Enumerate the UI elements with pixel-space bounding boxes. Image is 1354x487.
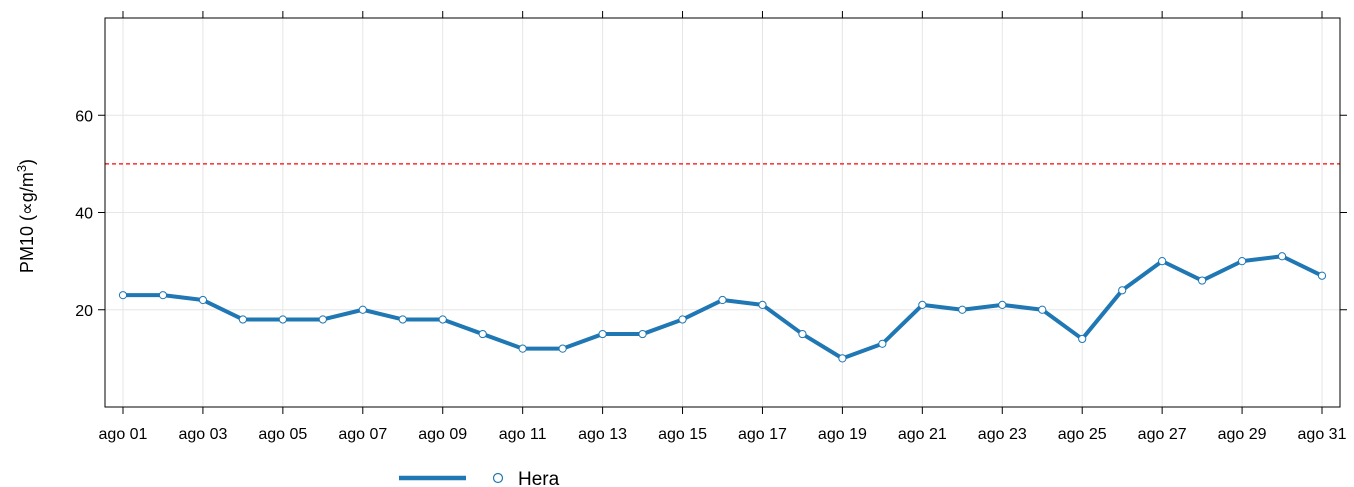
data-point (118, 291, 128, 300)
data-point (798, 329, 807, 339)
data-point (678, 315, 687, 324)
data-point (1118, 286, 1127, 295)
x-tick-label: ago 07 (338, 426, 387, 443)
data-point (878, 339, 887, 348)
axis-ticks (98, 11, 1347, 414)
series-layer (118, 252, 1327, 363)
data-point (638, 329, 647, 339)
grid-layer (105, 18, 1340, 407)
legend: Hera (399, 469, 560, 487)
data-point (278, 315, 287, 324)
x-tick-label: ago 21 (898, 426, 947, 443)
x-tick-label: ago 01 (99, 426, 148, 443)
x-tick-label: ago 19 (818, 426, 867, 443)
data-point (1277, 252, 1287, 261)
y-tick-label: 60 (75, 108, 93, 125)
data-point (958, 305, 967, 314)
x-tick-label: ago 03 (178, 426, 227, 443)
data-point (558, 344, 567, 353)
data-point (398, 315, 407, 324)
data-point (758, 300, 767, 309)
x-tick-label: ago 31 (1298, 426, 1347, 443)
data-point (1237, 257, 1247, 266)
series-line-hera (122, 254, 1323, 361)
data-point (718, 295, 727, 305)
data-point (918, 300, 927, 309)
data-point (518, 344, 527, 353)
data-point (1198, 276, 1207, 285)
legend-point-swatch (492, 472, 504, 484)
data-point (1078, 334, 1087, 344)
x-tick-label: ago 29 (1218, 426, 1267, 443)
x-tick-label: ago 05 (258, 426, 307, 443)
x-tick-label: ago 25 (1058, 426, 1107, 443)
data-point (598, 329, 607, 339)
y-axis-title: PM10 (∝g/m3) (14, 159, 37, 273)
data-point (438, 315, 447, 324)
data-point (198, 295, 208, 305)
x-tick-label: ago 15 (658, 426, 707, 443)
x-tick-label: ago 23 (978, 426, 1027, 443)
data-point (358, 305, 367, 314)
data-point (1038, 305, 1047, 314)
data-point (478, 329, 487, 339)
data-point (158, 291, 168, 300)
data-point (998, 300, 1007, 309)
data-point (838, 354, 847, 363)
x-tick-label: ago 11 (499, 426, 547, 443)
x-tick-label: ago 17 (738, 426, 787, 443)
tick-labels: ago 01 ago 03 ago 05 ago 07 ago 09 ago 11 ago … (75, 108, 1346, 443)
y-tick-label: 20 (75, 303, 93, 320)
x-tick-label: ago 13 (578, 426, 627, 443)
data-point (1317, 271, 1327, 280)
data-point (1158, 257, 1167, 266)
legend-label-hera: Hera (518, 469, 560, 487)
x-tick-label: ago 09 (418, 426, 467, 443)
data-point (238, 315, 247, 324)
x-tick-label: ago 27 (1138, 426, 1187, 443)
y-tick-label: 40 (75, 206, 93, 223)
data-point (318, 315, 327, 324)
